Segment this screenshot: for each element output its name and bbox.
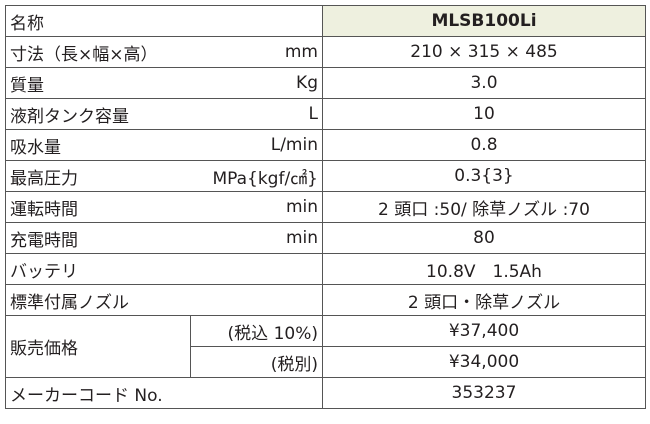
row-unit: min (190, 191, 323, 223)
spec-row: 質量 Kg 3.0 (5, 67, 646, 99)
price-unit: (税込 10%) (190, 315, 323, 347)
row-unit: min (190, 222, 323, 254)
row-unit: MPa{kgf/㎠} (190, 160, 323, 192)
row-value: 10.8V 1.5Ah (322, 253, 646, 285)
row-value: 0.3{3} (322, 160, 646, 192)
header-row: 名称 MLSB100Li (5, 5, 646, 37)
code-value: 353237 (322, 377, 646, 409)
row-value: 3.0 (322, 67, 646, 99)
price-value: ¥37,400 (322, 315, 646, 347)
spec-row: 充電時間 min 80 (5, 222, 646, 254)
row-label: 充電時間 (5, 222, 191, 254)
row-label: 液剤タンク容量 (5, 98, 191, 130)
table-body: 名称 MLSB100Li 寸法（長×幅×高） mm 210 × 315 × 485 質… (5, 5, 646, 409)
spec-row: 吸水量 L/min 0.8 (5, 129, 646, 161)
row-value: 80 (322, 222, 646, 254)
price-row: 販売価格 (税込 10%) ¥37,400 (5, 315, 646, 378)
row-unit (190, 284, 323, 316)
row-unit (190, 253, 323, 285)
row-label: 運転時間 (5, 191, 191, 223)
row-unit: L/min (190, 129, 323, 161)
row-value: 210 × 315 × 485 (322, 36, 646, 68)
row-label: 寸法（長×幅×高） (5, 36, 191, 68)
price-value: ¥34,000 (322, 346, 646, 378)
price-label: 販売価格 (5, 315, 191, 378)
header-label: 名称 (5, 5, 323, 37)
model-name: MLSB100Li (322, 5, 646, 37)
code-label: メーカーコード No. (5, 377, 323, 409)
code-row: メーカーコード No. 353237 (5, 377, 646, 409)
row-value: 0.8 (322, 129, 646, 161)
spec-row: 液剤タンク容量 L 10 (5, 98, 646, 130)
row-label: 吸水量 (5, 129, 191, 161)
row-value: 2 頭口 :50/ 除草ノズル :70 (322, 191, 646, 223)
spec-row: 寸法（長×幅×高） mm 210 × 315 × 485 (5, 36, 646, 68)
spec-row: 最高圧力 MPa{kgf/㎠} 0.3{3} (5, 160, 646, 192)
row-unit: Kg (190, 67, 323, 99)
spec-row: 運転時間 min 2 頭口 :50/ 除草ノズル :70 (5, 191, 646, 223)
price-row: (税別) ¥34,000 (6, 346, 646, 378)
price-unit: (税別) (190, 346, 323, 378)
row-value: 10 (322, 98, 646, 130)
spec-row: 標準付属ノズル 2 頭口・除草ノズル (5, 284, 646, 316)
spec-row: バッテリ 10.8V 1.5Ah (5, 253, 646, 285)
row-value: 2 頭口・除草ノズル (322, 284, 646, 316)
spec-table: 名称 MLSB100Li 寸法（長×幅×高） mm 210 × 315 × 485 質… (5, 5, 646, 409)
row-unit: mm (190, 36, 323, 68)
row-label: 標準付属ノズル (5, 284, 191, 316)
row-label: 最高圧力 (5, 160, 191, 192)
row-label: バッテリ (5, 253, 191, 285)
row-unit: L (190, 98, 323, 130)
row-label: 質量 (5, 67, 191, 99)
